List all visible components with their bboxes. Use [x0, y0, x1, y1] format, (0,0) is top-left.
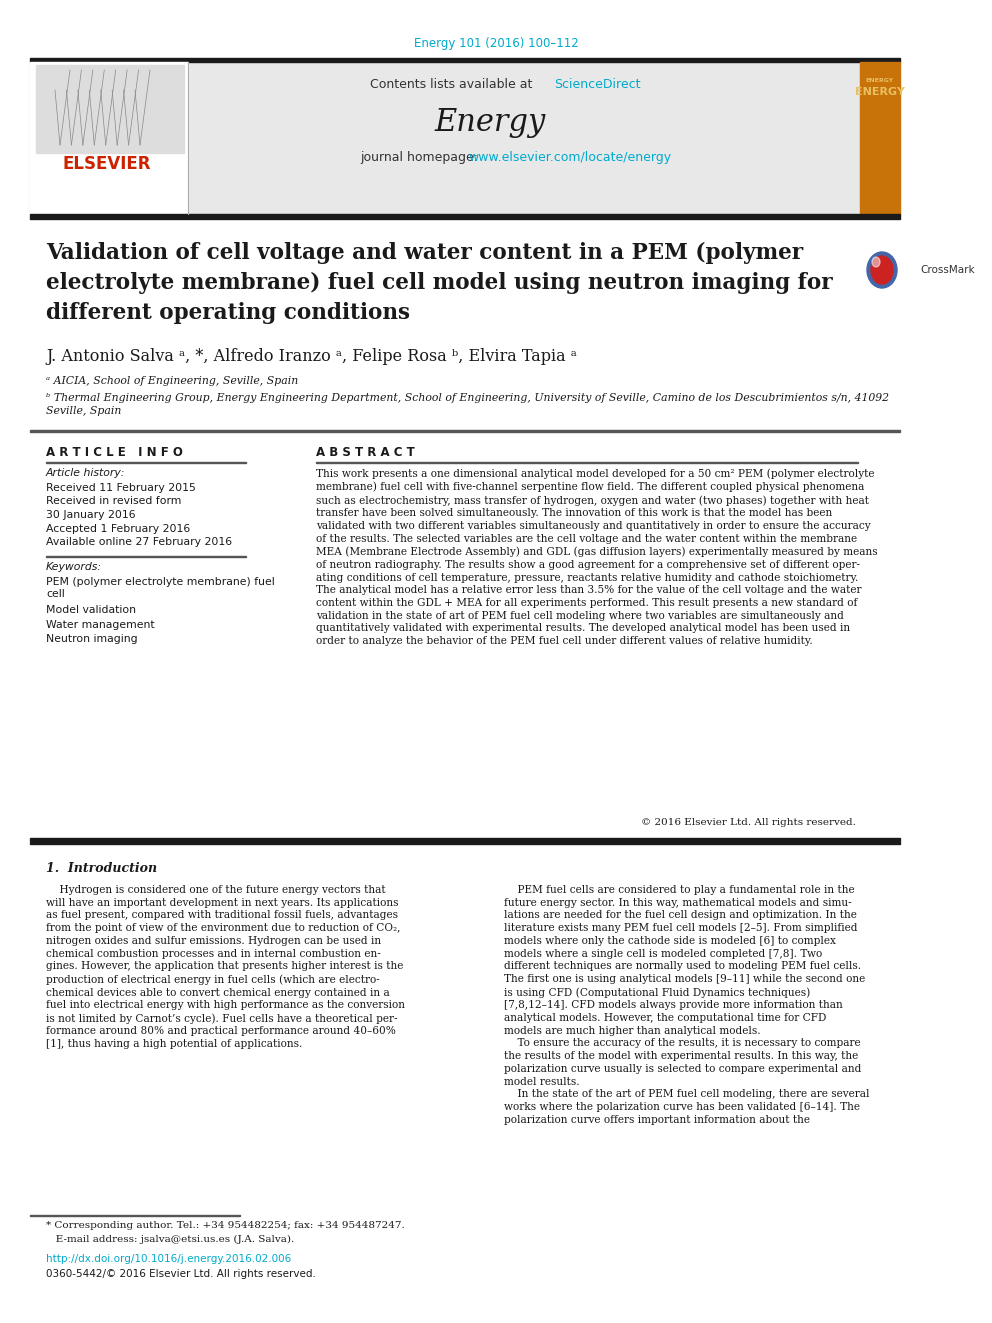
Text: http://dx.doi.org/10.1016/j.energy.2016.02.006: http://dx.doi.org/10.1016/j.energy.2016.…: [46, 1254, 292, 1263]
Text: ENERGY: ENERGY: [855, 87, 905, 97]
Text: www.elsevier.com/locate/energy: www.elsevier.com/locate/energy: [468, 152, 672, 164]
Text: journal homepage:: journal homepage:: [360, 152, 482, 164]
Bar: [30, 62, 900, 214]
Text: Validation of cell voltage and water content in a PEM (polymer
electrolyte membr: Validation of cell voltage and water con…: [46, 242, 832, 324]
Text: ENERGY: ENERGY: [866, 78, 894, 82]
Text: PEM (polymer electrolyte membrane) fuel
cell: PEM (polymer electrolyte membrane) fuel …: [46, 577, 275, 599]
Text: This work presents a one dimensional analytical model developed for a 50 cm² PEM: This work presents a one dimensional ana…: [316, 468, 878, 646]
Text: Model validation: Model validation: [46, 605, 136, 615]
Text: Received in revised form: Received in revised form: [46, 496, 182, 507]
Text: ᵇ Thermal Engineering Group, Energy Engineering Department, School of Engineerin: ᵇ Thermal Engineering Group, Energy Engi…: [46, 393, 889, 415]
Text: Accepted 1 February 2016: Accepted 1 February 2016: [46, 524, 190, 533]
Text: ELSEVIER: ELSEVIER: [62, 155, 151, 173]
Bar: [860, 62, 900, 214]
Bar: [30, 837, 900, 840]
Bar: [30, 214, 900, 220]
Bar: [30, 430, 900, 431]
Text: 1.  Introduction: 1. Introduction: [46, 863, 157, 875]
Text: Keywords:: Keywords:: [46, 562, 102, 572]
Text: ᵃ AICIA, School of Engineering, Seville, Spain: ᵃ AICIA, School of Engineering, Seville,…: [46, 376, 299, 386]
Text: Energy 101 (2016) 100–112: Energy 101 (2016) 100–112: [414, 37, 578, 50]
Bar: [36, 65, 184, 153]
Text: Available online 27 February 2016: Available online 27 February 2016: [46, 537, 232, 546]
Ellipse shape: [871, 255, 893, 284]
Text: Received 11 February 2015: Received 11 February 2015: [46, 483, 195, 493]
Text: PEM fuel cells are considered to play a fundamental role in the
future energy se: PEM fuel cells are considered to play a …: [504, 885, 870, 1125]
Text: CrossMark: CrossMark: [920, 265, 974, 275]
Text: © 2016 Elsevier Ltd. All rights reserved.: © 2016 Elsevier Ltd. All rights reserved…: [641, 818, 856, 827]
Text: Article history:: Article history:: [46, 468, 125, 478]
Bar: [30, 841, 900, 844]
Ellipse shape: [872, 257, 880, 267]
Text: Contents lists available at: Contents lists available at: [370, 78, 537, 90]
Ellipse shape: [867, 251, 897, 288]
Bar: [30, 62, 188, 214]
Text: ScienceDirect: ScienceDirect: [554, 78, 641, 90]
Text: A B S T R A C T: A B S T R A C T: [316, 446, 415, 459]
Text: A R T I C L E   I N F O: A R T I C L E I N F O: [46, 446, 183, 459]
Bar: [30, 58, 900, 62]
Text: Water management: Water management: [46, 619, 155, 630]
Text: Energy: Energy: [434, 106, 546, 138]
Text: Neutron imaging: Neutron imaging: [46, 634, 138, 644]
Text: Hydrogen is considered one of the future energy vectors that
will have an import: Hydrogen is considered one of the future…: [46, 885, 405, 1049]
Text: 30 January 2016: 30 January 2016: [46, 509, 136, 520]
Text: J. Antonio Salva ᵃ, *, Alfredo Iranzo ᵃ, Felipe Rosa ᵇ, Elvira Tapia ᵃ: J. Antonio Salva ᵃ, *, Alfredo Iranzo ᵃ,…: [46, 348, 577, 365]
Text: * Corresponding author. Tel.: +34 954482254; fax: +34 954487247.: * Corresponding author. Tel.: +34 954482…: [46, 1221, 405, 1230]
Text: E-mail address: jsalva@etsi.us.es (J.A. Salva).: E-mail address: jsalva@etsi.us.es (J.A. …: [46, 1234, 295, 1244]
Text: 0360-5442/© 2016 Elsevier Ltd. All rights reserved.: 0360-5442/© 2016 Elsevier Ltd. All right…: [46, 1269, 315, 1279]
